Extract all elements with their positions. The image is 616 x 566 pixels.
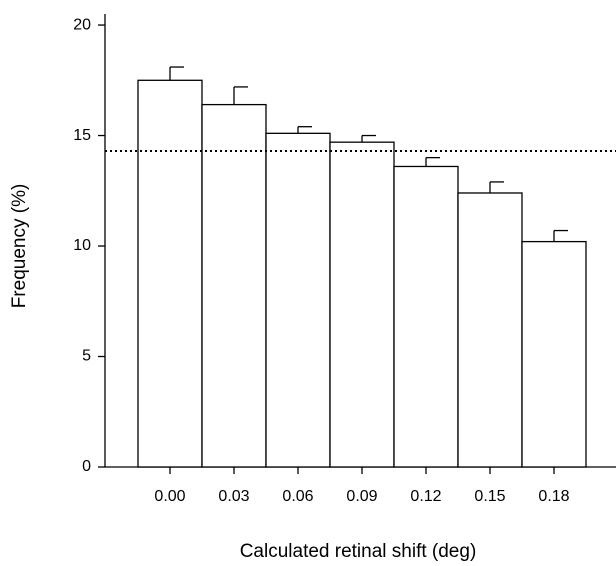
bar xyxy=(521,240,587,468)
bar xyxy=(393,165,459,468)
bar xyxy=(137,79,203,468)
y-tick-label: 10 xyxy=(73,237,91,254)
x-tick-label: 0.09 xyxy=(346,488,377,505)
bar xyxy=(201,103,267,468)
y-tick-label: 15 xyxy=(73,127,91,144)
y-axis-label: Frequency (%) xyxy=(9,184,30,309)
bar xyxy=(329,141,395,468)
y-tick-label: 5 xyxy=(82,348,91,365)
x-tick-label: 0.06 xyxy=(282,488,313,505)
x-tick-label: 0.03 xyxy=(218,488,249,505)
x-tick-label: 0.12 xyxy=(410,488,441,505)
bar xyxy=(457,192,523,468)
x-tick-label: 0.18 xyxy=(538,488,569,505)
x-axis-label: Calculated retinal shift (deg) xyxy=(240,541,477,562)
x-tick-label: 0.00 xyxy=(154,488,185,505)
y-tick-label: 0 xyxy=(82,458,91,475)
bar xyxy=(265,132,331,468)
x-tick-label: 0.15 xyxy=(474,488,505,505)
y-tick-label: 20 xyxy=(73,16,91,33)
